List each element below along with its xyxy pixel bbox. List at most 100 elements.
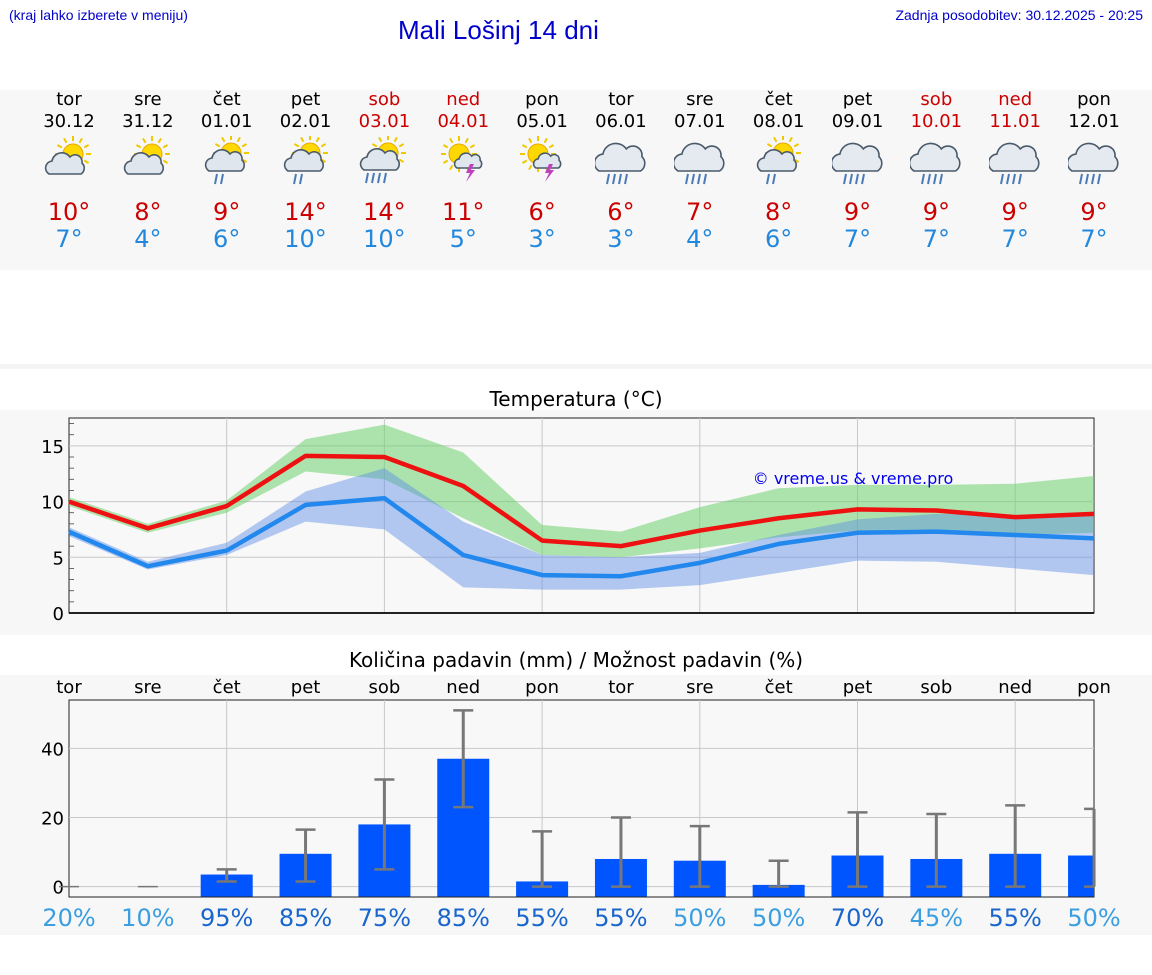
- min-temperature: 7°: [843, 225, 872, 253]
- day-name: tor: [608, 89, 634, 110]
- day-name: čet: [212, 89, 241, 110]
- y-tick-label: 40: [41, 739, 64, 760]
- min-temperature: 4°: [134, 225, 162, 253]
- page-title: Mali Lošinj 14 dni: [398, 15, 599, 45]
- min-temperature-line: [68, 495, 1095, 579]
- precipitation-bar: [1068, 855, 1094, 897]
- precipitation-probability: 70%: [831, 904, 884, 932]
- sun-cloud-icon: [123, 136, 170, 175]
- error-bar: [295, 828, 316, 883]
- sun-thunder-icon: [441, 136, 483, 182]
- x-category-label: ned: [446, 677, 480, 698]
- sun-cloud-icon: [44, 136, 91, 175]
- day-date: 04.01: [437, 111, 490, 132]
- min-temperature: 10°: [363, 225, 406, 253]
- precipitation-probability: 55%: [989, 904, 1042, 932]
- error-bar: [768, 859, 789, 888]
- min-temperature: 7°: [922, 225, 950, 253]
- cloud-rain-icon: [673, 142, 725, 185]
- max-temperature: 10°: [47, 198, 91, 226]
- max-temperature: 9°: [213, 198, 241, 226]
- day-date: 06.01: [595, 111, 647, 132]
- temperature-chart: 0 5 10 15 © vreme.us & vreme.pro: [41, 417, 1095, 625]
- day-name: sre: [134, 89, 162, 110]
- precipitation-probability: 55%: [515, 904, 568, 932]
- min-temperature: 7°: [1080, 225, 1108, 253]
- precipitation-probability: 85%: [279, 904, 332, 932]
- cloud-rain-icon: [594, 142, 646, 185]
- day-name: sob: [368, 89, 401, 110]
- precipitation-bar: [752, 884, 805, 897]
- error-bar: [374, 778, 395, 871]
- precipitation-probability: 50%: [673, 904, 726, 932]
- day-date: 12.01: [1068, 111, 1120, 132]
- day-name: pon: [1077, 89, 1111, 110]
- max-temperature: 14°: [363, 198, 406, 226]
- min-temperature: 3°: [607, 225, 635, 253]
- last-updated: Zadnja posodobitev: 30.12.2025 - 20:25: [895, 7, 1143, 23]
- cloud-rain-icon: [910, 142, 961, 185]
- sun-cloud-light-rain-icon: [283, 136, 328, 185]
- error-bar: [610, 816, 631, 888]
- x-category-label: pon: [1077, 677, 1111, 698]
- day-date: 11.01: [989, 111, 1041, 132]
- day-name: pet: [290, 89, 321, 110]
- day-date: 09.01: [831, 111, 884, 132]
- x-category-label: pet: [843, 677, 873, 698]
- cloud-rain-icon: [1068, 142, 1119, 185]
- x-category-label: čet: [213, 677, 241, 698]
- min-temperature: 3°: [528, 225, 556, 253]
- error-bar: [689, 824, 710, 888]
- max-temperature: 8°: [134, 198, 162, 226]
- x-category-label: sob: [920, 677, 952, 698]
- x-category-label: sob: [368, 677, 400, 698]
- y-tick-label: 10: [41, 493, 64, 514]
- x-category-label: tor: [56, 677, 82, 698]
- error-bar: [216, 868, 237, 883]
- temperature-chart-title: Temperatura (°C): [489, 387, 663, 411]
- min-temperature: 7°: [55, 225, 83, 253]
- day-name: pon: [525, 89, 560, 110]
- day-date: 05.01: [516, 111, 568, 132]
- precipitation-bar: [516, 881, 569, 897]
- precipitation-chart: 0 20 40 tor sre čet pet sob ned pon tor sre čet pet so…: [41, 677, 1121, 932]
- y-tick-label: 20: [41, 809, 64, 830]
- precipitation-probability: 20%: [42, 904, 95, 932]
- x-category-label: pon: [525, 677, 559, 698]
- max-temperature: 9°: [1001, 198, 1029, 226]
- cloud-rain-icon: [831, 142, 883, 185]
- x-category-label: pet: [291, 677, 321, 698]
- daily-forecast-strip: tor 30.12 10° 7° sre 31.12 8° 4° čet 01.01 9° 6° pet…: [0, 90, 1152, 270]
- error-bar: [532, 830, 553, 888]
- cloud-rain-icon: [989, 142, 1040, 185]
- max-temperature: 14°: [284, 198, 327, 226]
- x-category-label: sre: [686, 677, 713, 698]
- watermark: © vreme.us & vreme.pro: [753, 469, 954, 488]
- precipitation-probability: 10%: [121, 904, 174, 932]
- x-category-label: sre: [134, 677, 161, 698]
- day-name: tor: [56, 89, 82, 110]
- precipitation-chart-title: Količina padavin (mm) / Možnost padavin …: [348, 648, 804, 672]
- section-divider: [0, 364, 1152, 369]
- day-name: sob: [920, 89, 953, 110]
- min-temperature: 6°: [213, 225, 241, 253]
- precipitation-bar: [200, 874, 253, 897]
- max-temperature-line: [68, 453, 1095, 549]
- sun-cloud-light-rain-icon: [756, 136, 801, 185]
- day-date: 01.01: [200, 111, 253, 132]
- precipitation-probability: 95%: [200, 904, 253, 932]
- x-category-label: tor: [608, 677, 634, 698]
- max-temperature: 9°: [843, 198, 872, 226]
- max-temperature: 9°: [1080, 198, 1108, 226]
- min-temperature-band: [69, 468, 1095, 590]
- error-bar: [926, 812, 947, 888]
- error-bar: [847, 811, 868, 888]
- y-tick-label: 5: [53, 548, 64, 569]
- day-name: čet: [764, 89, 793, 110]
- day-name: pet: [842, 89, 873, 110]
- error-bar: [1005, 804, 1026, 888]
- day-date: 08.01: [752, 111, 805, 132]
- x-category-label: čet: [765, 677, 793, 698]
- day-name: ned: [446, 89, 481, 110]
- day-date: 07.01: [674, 111, 726, 132]
